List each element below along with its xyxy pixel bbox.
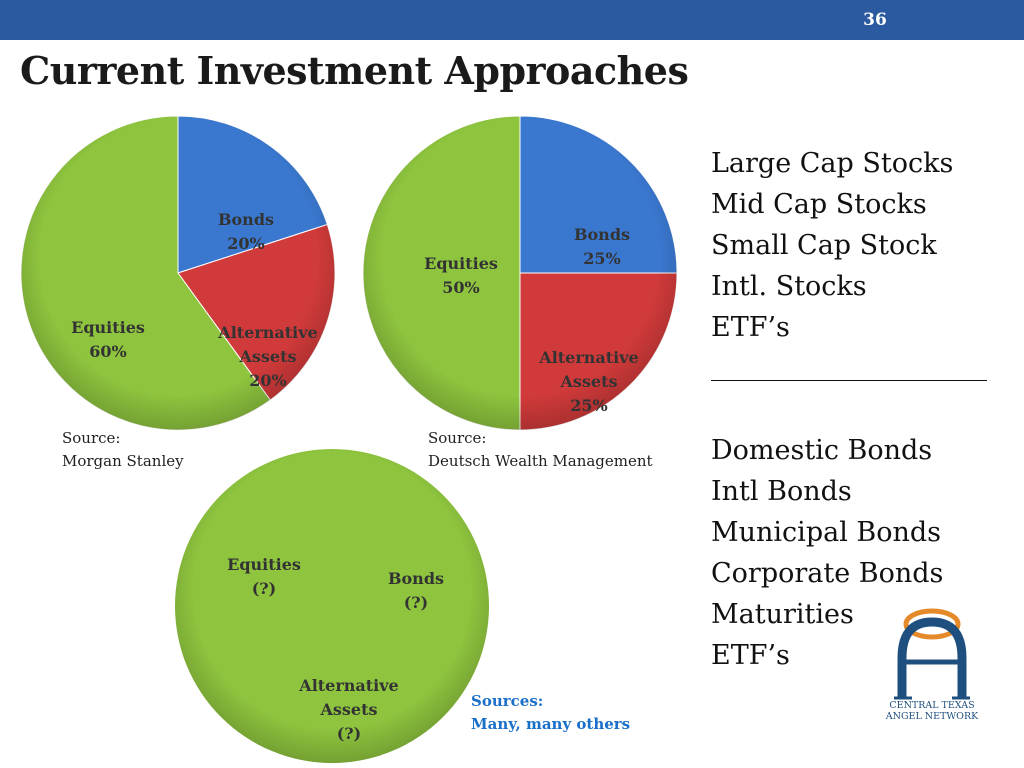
source-label: Sources: — [471, 692, 544, 710]
source-note-morgan-stanley: Source: Morgan Stanley — [62, 427, 184, 473]
list-item: Small Cap Stock — [711, 230, 937, 261]
slice-label: Bonds (?) — [388, 569, 444, 612]
list-divider — [711, 380, 987, 381]
pie-chart-deutsch: Bonds 25% Alternative Assets 25% Equities 50% — [362, 115, 678, 431]
pie-shading — [21, 116, 335, 430]
pie-chart-morgan-stanley: Bonds 20% Alternative Assets 20% Equities 60% — [20, 115, 336, 431]
slice-label: Bonds 20% — [218, 210, 274, 253]
slice-label: Alternative Assets (?) — [298, 676, 398, 743]
list-item: ETF’s — [711, 312, 790, 343]
logo-line: CENTRAL TEXAS — [889, 700, 975, 711]
logo-line: ANGEL NETWORK — [885, 711, 979, 722]
slide-number: 36 — [863, 10, 887, 30]
source-label: Source: — [62, 429, 121, 447]
slice-label: Equities 50% — [424, 254, 498, 297]
source-name: Many, many others — [471, 715, 631, 733]
source-name: Morgan Stanley — [62, 452, 184, 470]
source-note-deutsch: Source: Deutsch Wealth Management — [428, 427, 653, 473]
slice-label: Alternative Assets 25% — [538, 348, 638, 415]
stock-categories-list: Large Cap Stocks Mid Cap Stocks Small Ca… — [711, 143, 953, 348]
source-label: Source: — [428, 429, 487, 447]
pie-shading — [363, 116, 677, 430]
list-item: Domestic Bonds — [711, 435, 933, 466]
slice-label: Bonds 25% — [574, 225, 630, 268]
slice-label: Equities (?) — [227, 555, 301, 598]
slice-label: Equities 60% — [71, 318, 145, 361]
pie-chart-unknown: Equities (?) Bonds (?) Alternative Assets (?) — [175, 449, 489, 763]
list-item: ETF’s — [711, 640, 790, 671]
header-bar — [0, 0, 1024, 40]
logo-wordmark: CENTRAL TEXAS ANGEL NETWORK — [872, 700, 992, 722]
bond-categories-list: Domestic Bonds Intl Bonds Municipal Bond… — [711, 430, 943, 676]
pie-shading — [175, 449, 489, 763]
list-item: Intl Bonds — [711, 476, 852, 507]
slice-label: Alternative Assets 20% — [217, 323, 317, 390]
arch-a-logo-icon — [894, 608, 970, 700]
source-note-many: Sources: Many, many others — [471, 690, 630, 736]
list-item: Intl. Stocks — [711, 271, 867, 302]
list-item: Municipal Bonds — [711, 517, 942, 548]
slide-title: Current Investment Approaches — [20, 48, 689, 93]
source-name: Deutsch Wealth Management — [428, 452, 653, 470]
list-item: Mid Cap Stocks — [711, 189, 927, 220]
list-item: Maturities — [711, 599, 854, 630]
list-item: Corporate Bonds — [711, 558, 944, 589]
list-item: Large Cap Stocks — [711, 148, 954, 179]
